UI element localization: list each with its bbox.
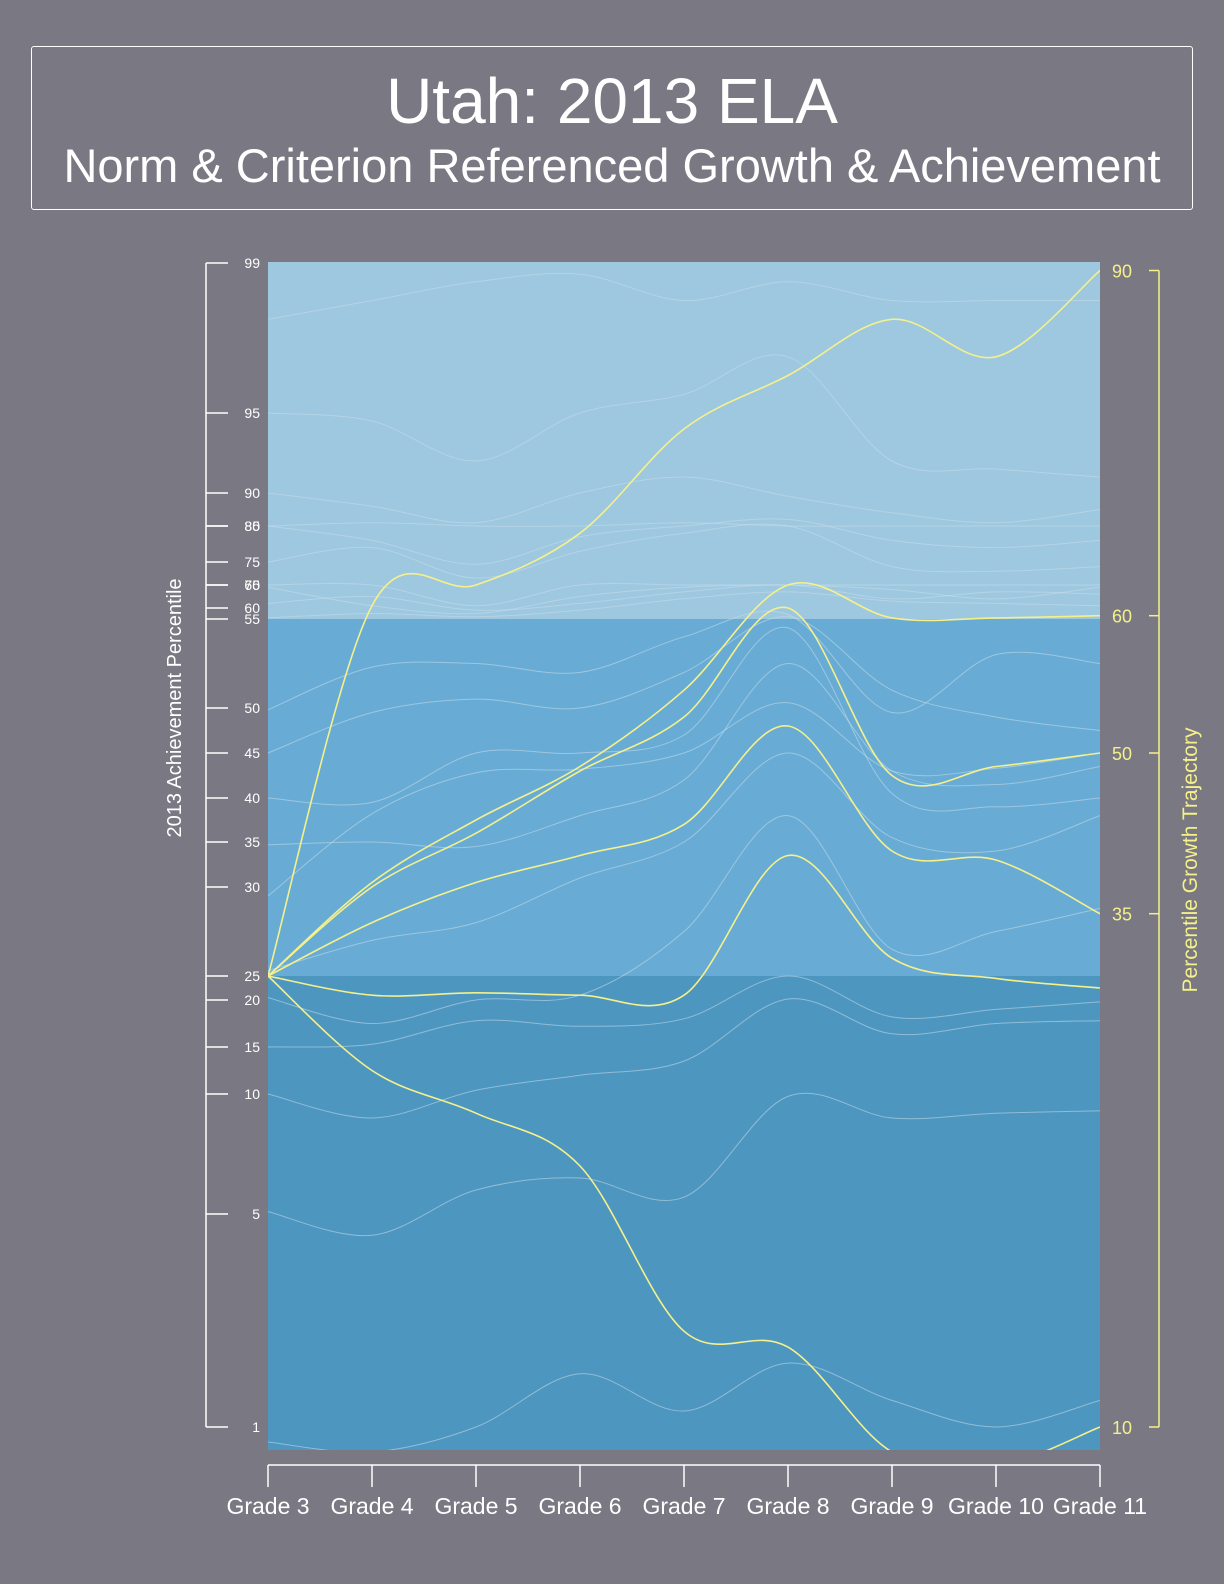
percentile-curve (268, 591, 1100, 619)
left-tick-label: 30 (244, 879, 260, 895)
left-tick-label: 90 (244, 485, 260, 501)
left-tick-label: 15 (244, 1039, 260, 1055)
bottom-tick-label: Grade 5 (434, 1493, 517, 1519)
bottom-tick-label: Grade 6 (538, 1493, 621, 1519)
percentile-curve (268, 998, 1100, 1119)
left-tick-label: 99 (244, 255, 260, 271)
percentile-curve (268, 752, 1100, 972)
right-tick-label: 10 (1112, 1418, 1132, 1438)
achievement-bands (268, 262, 1100, 1450)
percentile-curve (268, 1092, 1100, 1237)
growth-trajectory-line (268, 725, 1100, 977)
growth-trajectory-line (268, 975, 1100, 1450)
percentile-curve (268, 476, 1100, 524)
achievement-band (268, 619, 1100, 976)
left-axis-label: 2013 Achievement Percentile (164, 578, 186, 837)
left-tick-label: 20 (244, 992, 260, 1008)
growth-trajectories (268, 269, 1100, 1450)
title-box: Utah: 2013 ELA Norm & Criterion Referenc… (31, 46, 1193, 210)
percentile-curve (268, 815, 1100, 1025)
left-tick-label: 45 (244, 745, 260, 761)
bottom-tick-label: Grade 7 (642, 1493, 725, 1519)
left-tick-label: 75 (244, 554, 260, 570)
percentile-curve (268, 1362, 1100, 1450)
percentile-curve (268, 522, 1100, 527)
left-tick-label: 35 (244, 834, 260, 850)
right-axis: 90 60 50 35 10 (1112, 262, 1160, 1438)
bottom-tick-label: Grade 11 (1053, 1493, 1147, 1519)
left-tick-label: 95 (244, 405, 260, 421)
growth-trajectory-line (268, 582, 1100, 977)
percentile-curve (268, 584, 1100, 611)
growth-trajectory-line (268, 606, 1100, 977)
percentile-curve (268, 616, 1100, 754)
left-tick-label: 25 (244, 968, 260, 984)
percentile-curve (268, 610, 1100, 714)
bottom-axis: Grade 3 Grade 4 Grade 5 Grade 6 Grade 7 Grade… (226, 1464, 1147, 1519)
bottom-tick-label: Grade 3 (226, 1493, 309, 1519)
right-tick-label: 50 (1112, 744, 1132, 764)
right-tick-label: 35 (1112, 905, 1132, 925)
growth-trajectory-line (268, 269, 1100, 977)
left-tick-label: 65 (244, 577, 260, 593)
right-tick-label: 60 (1112, 607, 1132, 627)
right-tick-label: 90 (1112, 262, 1132, 282)
achievement-band (268, 976, 1100, 1450)
percentile-curve (268, 662, 1100, 849)
left-tick-label: 70 (244, 577, 260, 593)
left-tick-label: 40 (244, 790, 260, 806)
growth-trajectory-line (268, 854, 1100, 1007)
left-tick-label: 1 (252, 1419, 260, 1435)
percentile-curve (268, 518, 1100, 565)
chart-title: Utah: 2013 ELA (386, 65, 838, 137)
percentile-curve (268, 584, 1100, 615)
percentile-curves (268, 272, 1100, 1450)
right-axis-label: Percentile Growth Trajectory (1179, 727, 1202, 992)
percentile-curve (268, 626, 1100, 812)
percentile-curve (268, 523, 1100, 579)
left-tick-label: 50 (244, 700, 260, 716)
left-tick-label: 55 (244, 611, 260, 627)
percentile-curve (268, 702, 1100, 897)
bottom-tick-label: Grade 9 (850, 1493, 933, 1519)
left-tick-label: 60 (244, 600, 260, 616)
bottom-tick-label: Grade 10 (948, 1493, 1044, 1519)
chart-subtitle: Norm & Criterion Referenced Growth & Ach… (63, 139, 1161, 192)
left-tick-label: 85 (244, 518, 260, 534)
percentile-curve (268, 272, 1100, 320)
bottom-tick-label: Grade 4 (330, 1493, 413, 1519)
achievement-band (268, 262, 1100, 619)
percentile-curve (268, 582, 1100, 607)
left-tick-label: 10 (244, 1086, 260, 1102)
left-tick-label: 5 (252, 1206, 260, 1222)
bottom-tick-label: Grade 8 (746, 1493, 829, 1519)
left-tick-label: 80 (244, 518, 260, 534)
percentile-curve (268, 975, 1100, 1048)
percentile-curve (268, 354, 1100, 478)
